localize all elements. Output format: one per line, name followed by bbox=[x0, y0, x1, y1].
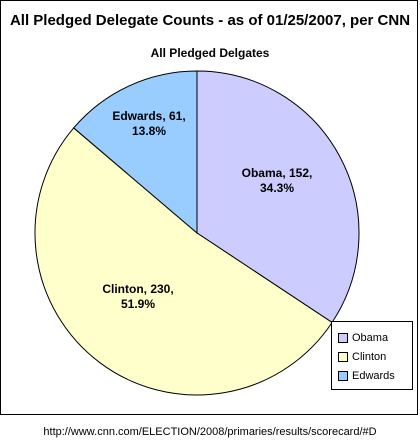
legend-label-clinton: Clinton bbox=[352, 350, 387, 363]
slice-label-obama-percent: 34.3% bbox=[260, 181, 294, 195]
legend: Obama Clinton Edwards bbox=[331, 321, 413, 390]
legend-item-clinton: Clinton bbox=[338, 347, 408, 366]
legend-label-obama: Obama bbox=[352, 331, 389, 344]
slice-label-obama-name: Obama, 152, bbox=[242, 166, 313, 180]
chart-title: All Pledged Delegate Counts - as of 01/2… bbox=[9, 12, 411, 29]
slice-label-edwards-percent: 13.8% bbox=[132, 124, 166, 138]
pie-chart: Obama, 152,34.3% Clinton, 230,51.9% Edward… bbox=[34, 70, 360, 396]
slice-label-clinton-percent: 51.9% bbox=[121, 297, 155, 311]
legend-swatch-obama bbox=[338, 332, 348, 343]
legend-swatch-edwards bbox=[338, 370, 348, 381]
legend-label-edwards: Edwards bbox=[352, 369, 395, 382]
source-url: http://www.cnn.com/ELECTION/2008/primari… bbox=[43, 426, 377, 438]
slice-label-clinton-name: Clinton, 230, bbox=[102, 282, 173, 296]
chart-area: All Pledged Delegate Counts - as of 01/2… bbox=[0, 0, 418, 415]
chart-subtitle: All Pledged Delgates bbox=[150, 46, 270, 60]
legend-item-edwards: Edwards bbox=[338, 366, 408, 385]
slice-label-edwards-name: Edwards, 61, bbox=[112, 109, 185, 123]
legend-item-obama: Obama bbox=[338, 328, 408, 347]
pie-slice-edwards bbox=[72, 70, 198, 235]
pie-slice-clinton bbox=[34, 127, 333, 396]
legend-swatch-clinton bbox=[338, 351, 348, 362]
